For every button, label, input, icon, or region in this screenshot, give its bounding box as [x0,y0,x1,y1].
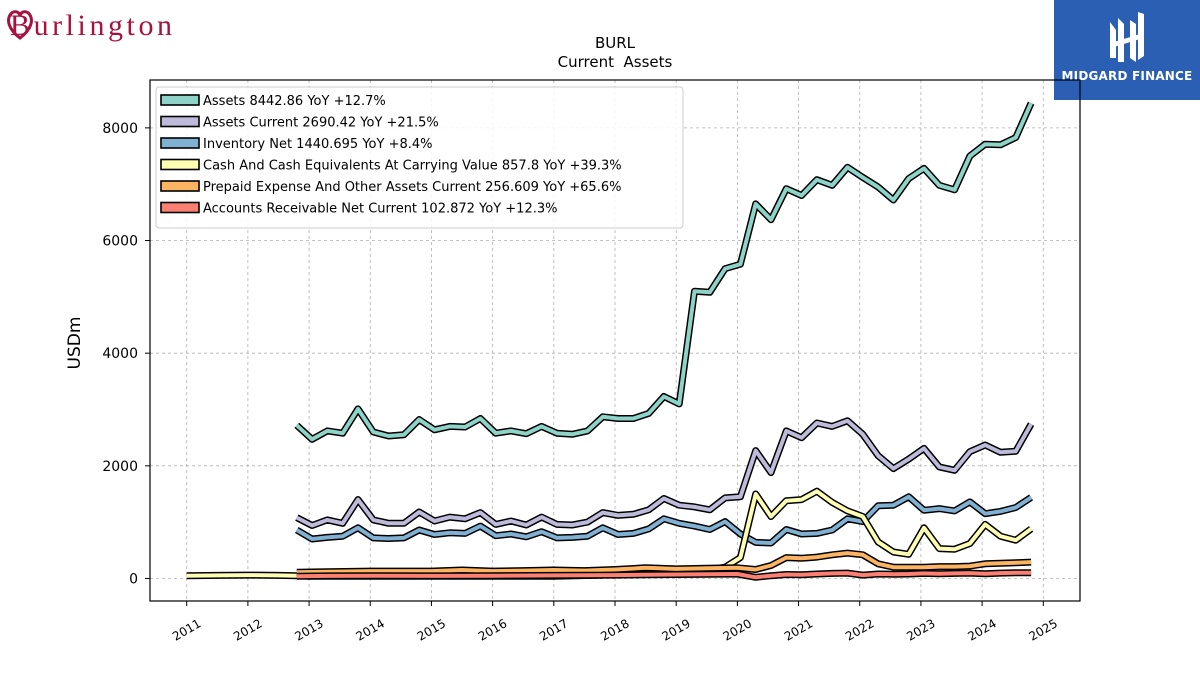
y-axis-label: USDm [65,317,85,370]
x-tick-label: 2016 [476,616,509,643]
series-line [296,551,1032,575]
x-tick-label: 2023 [904,616,937,643]
x-tick-label: 2017 [537,616,570,643]
y-tick-label: 2000 [102,459,138,475]
x-tick-label: 2015 [415,616,448,643]
series-line [295,494,1033,545]
legend-swatch [160,137,200,149]
x-tick-label: 2024 [965,616,998,643]
legend-entry-label: Cash And Cash Equivalents At Carrying Va… [203,159,622,174]
x-tick-label: 2014 [354,616,387,643]
x-tick-label: 2022 [843,616,876,643]
x-tick-label: 2012 [231,616,264,643]
x-tick-label: 2021 [782,616,815,643]
legend-swatch [160,201,200,214]
series-5-group [296,569,1032,581]
chart-title: BURL [595,34,636,52]
series-line [295,418,1033,528]
company-logo: Burlington [7,9,172,42]
legend-entry-label: Assets Current 2690.42 YoY +21.5% [203,116,439,131]
x-tick-label: 2018 [598,616,631,643]
series-line [295,102,1033,442]
legend-entry-label: Inventory Net 1440.695 YoY +8.4% [203,137,433,152]
y-tick-label: 6000 [102,234,138,250]
series-line [296,570,1032,580]
series-0-group [294,101,1035,443]
legend-entry-label: Accounts Receivable Net Current 102.872 … [203,202,558,217]
publisher-logo: MIDGARD FINANCE [1054,0,1200,100]
series-4-group [296,549,1032,576]
legend: Assets 8442.86 YoY +12.7% Assets Current … [155,86,684,229]
x-tick-label: 2013 [292,616,325,643]
midgard-emblem-icon [1110,12,1144,62]
y-tick-label: 0 [129,571,138,587]
x-tick-label: 2011 [170,616,203,643]
chart-subtitle: Current Assets [558,53,673,71]
x-tick-label: 2020 [721,616,754,643]
legend-entry-label: Prepaid Expense And Other Assets Current… [203,180,621,195]
series-1-group [295,417,1035,529]
series-lines [186,101,1035,581]
y-axis-ticks: 0 2000 4000 6000 8000 [102,121,150,587]
series-2-group [295,493,1034,547]
legend-swatch [160,115,200,128]
y-tick-label: 8000 [102,121,138,137]
legend-swatch [160,180,200,192]
x-tick-label: 2019 [659,616,692,643]
company-logo-text: Burlington [10,9,172,42]
x-tick-label: 2025 [1027,616,1060,643]
x-axis-ticks: 2011 2012 2013 2014 2015 2016 2017 2018 2019 2020… [170,601,1060,644]
publisher-logo-text: MIDGARD FINANCE [1061,69,1193,83]
heart-icon [7,10,33,40]
legend-entry-label: Assets 8442.86 YoY +12.7% [203,94,386,109]
legend-swatch [160,158,200,171]
legend-swatch [160,94,200,106]
legend-box [155,86,684,229]
y-tick-label: 4000 [102,346,138,362]
